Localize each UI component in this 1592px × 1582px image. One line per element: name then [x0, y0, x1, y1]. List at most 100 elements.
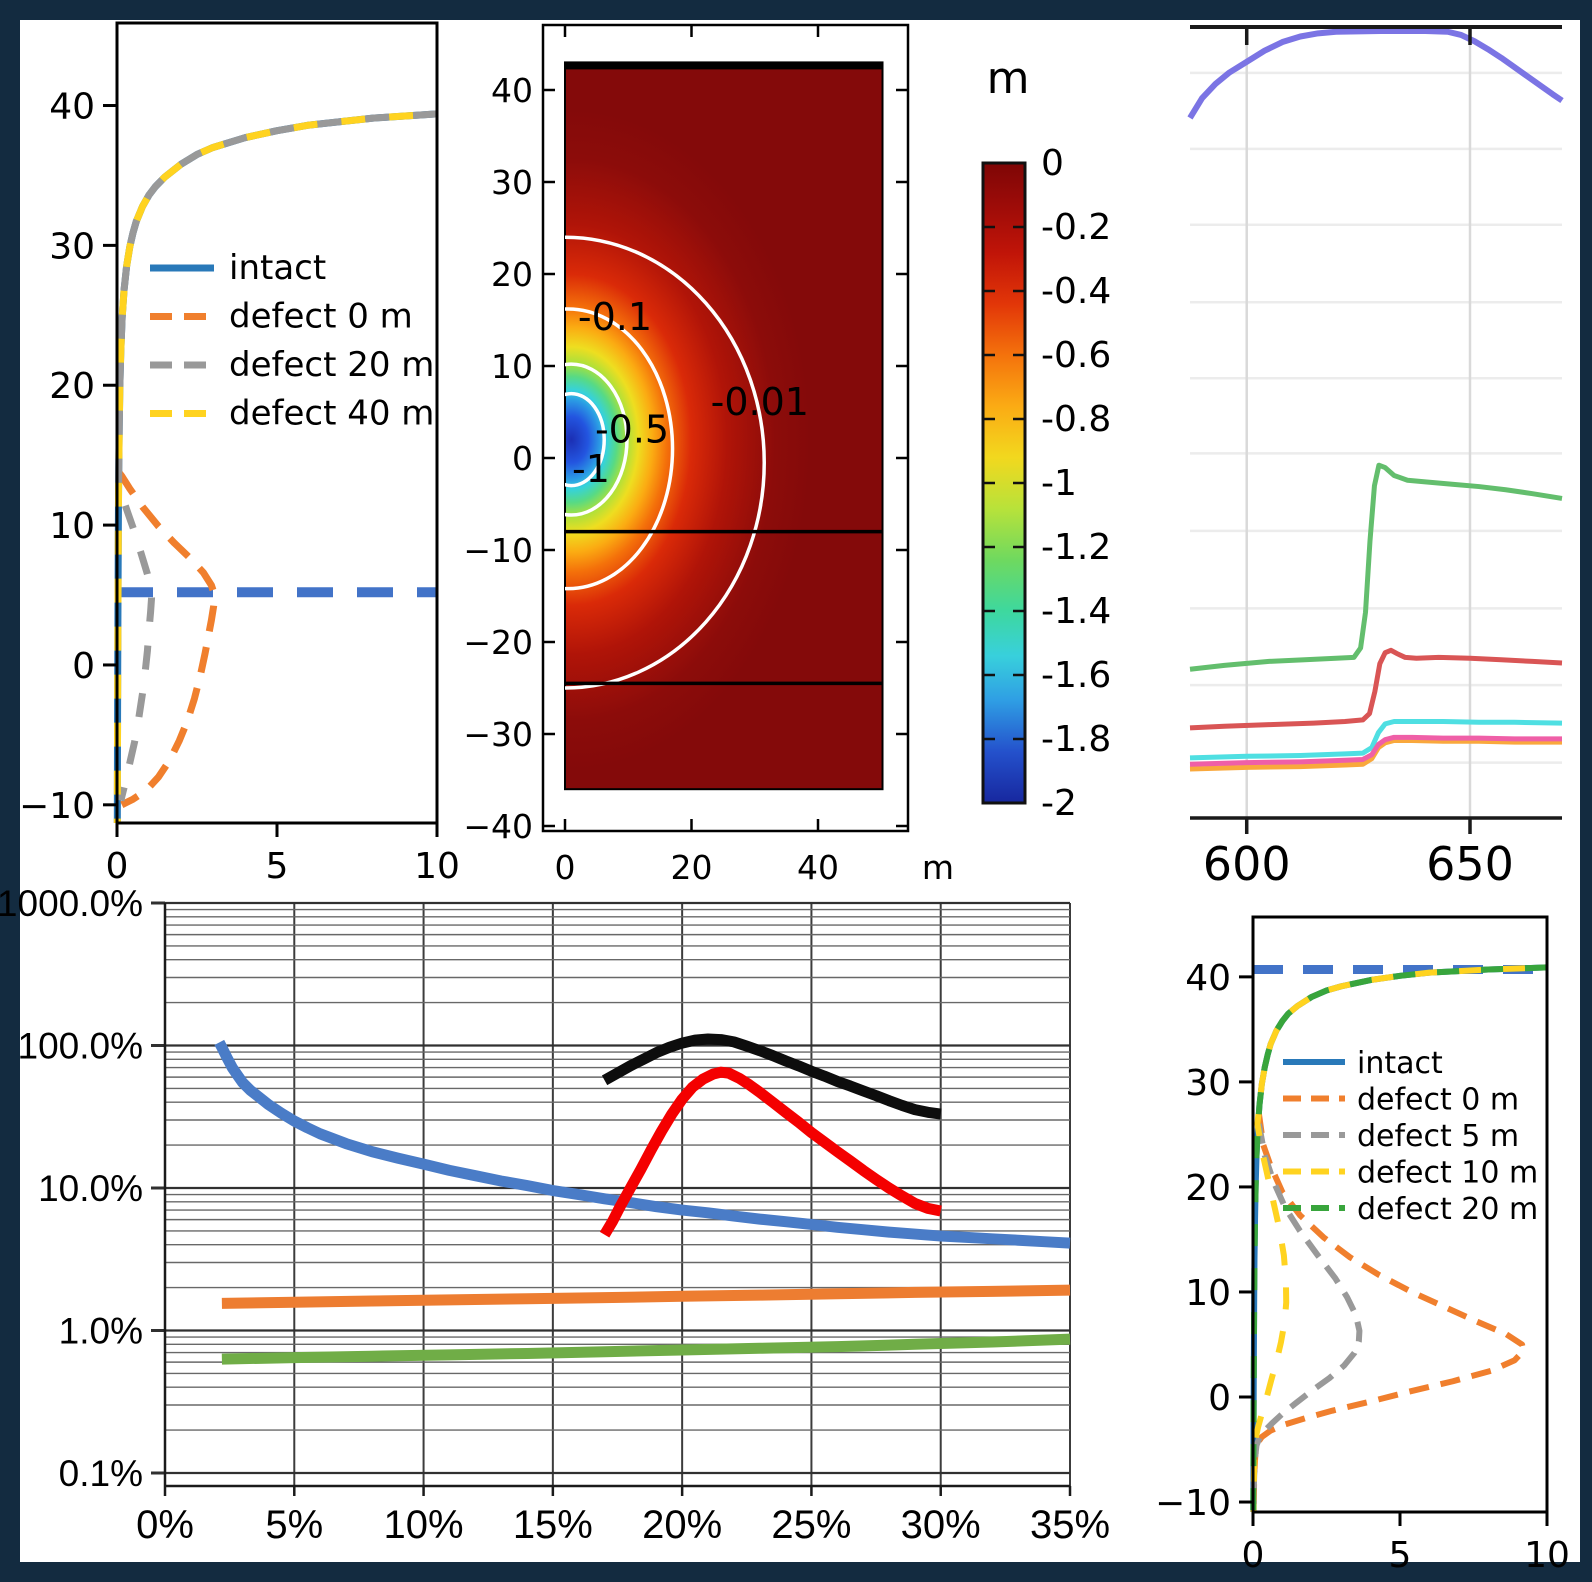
y-tick-label: 20: [491, 255, 533, 294]
legend-label: defect 10 m: [1357, 1156, 1538, 1191]
y-tick-label: 30: [49, 226, 95, 267]
colorbar-tick-label: -2: [1041, 783, 1077, 824]
series-defect-0-m: [115, 469, 219, 808]
x-axis-unit: m: [922, 848, 954, 887]
series-defect-40-m: [113, 110, 438, 823]
x-tick-label: 15%: [513, 1503, 593, 1547]
y-tick-label: 1.0%: [59, 1311, 143, 1352]
x-tick-label: 25%: [771, 1503, 851, 1547]
axes-box: [541, 23, 910, 833]
series-pink-line: [1189, 734, 1562, 767]
series-green-curve: [221, 1333, 1071, 1365]
x-tick-label: 0: [106, 846, 129, 887]
x-tick-label: 20%: [642, 1503, 722, 1547]
displacement-field: [564, 61, 884, 791]
contour-ring--1: [565, 391, 606, 488]
y-tick-label: 20: [1185, 1168, 1231, 1209]
x-tick-label: 5: [266, 846, 289, 887]
y-tick-label: 10: [1185, 1273, 1231, 1314]
y-tick-label: 10.0%: [38, 1168, 143, 1209]
colorbar-tick-label: -0.4: [1041, 271, 1111, 312]
series-red-curve: [599, 1066, 942, 1238]
series-defect-10-m: [1250, 964, 1548, 1512]
error-percentage-log-chart: 1000.0% 100.0% 10.0% 1.0% 0.1% 0% 5% 10% 15% 20% 2…: [0, 883, 1110, 1547]
colorbar-tick-label: -0.8: [1041, 399, 1111, 440]
panel-displacement-profile-bottom: −10 0 10 20 30 40 0 5 10 intact defect 0 m defect 5…: [1140, 880, 1592, 1582]
legend-label: defect 40 m: [229, 394, 434, 434]
time-history-chart: 600 650: [1187, 25, 1564, 891]
x-tick-label: 10: [1524, 1535, 1570, 1576]
y-tick-label: 100.0%: [18, 1026, 144, 1067]
colorbar-title: m: [987, 53, 1030, 104]
contour-label: -0.01: [711, 380, 809, 424]
contour-ring--0.5: [565, 362, 629, 517]
x-tick-label: 20: [671, 848, 713, 887]
x-tick-label: 30%: [901, 1503, 981, 1547]
colorbar-tick-label: -1.2: [1041, 527, 1111, 568]
colorbar-tick-label: -0.6: [1041, 335, 1111, 376]
panel-displacement-profile-top: −10 0 10 20 30 40 0 5 10 intact defect 0 m defect 2…: [19, 20, 480, 890]
contour-ring--0.01: [565, 235, 766, 690]
colorbar-tick-label: -1: [1041, 463, 1077, 504]
y-tick-label: 1000.0%: [0, 883, 143, 924]
x-tick-label: 600: [1203, 837, 1291, 891]
y-tick-label: −30: [463, 715, 533, 754]
colorbar-tick-label: 0: [1041, 143, 1064, 184]
contour-label: -0.5: [595, 407, 669, 451]
contour-label: -1: [572, 447, 610, 491]
x-tick-label: 0: [555, 848, 576, 887]
contour-ring--0.1: [565, 307, 675, 591]
y-tick-label: 0.1%: [59, 1453, 143, 1494]
colorbar-tick-label: -0.2: [1041, 207, 1111, 248]
legend-label: defect 0 m: [1357, 1083, 1519, 1118]
y-tick-label: 40: [49, 87, 95, 128]
domain-top-strip: [565, 62, 883, 70]
y-tick-label: 40: [491, 71, 533, 110]
y-tick-label: 10: [49, 506, 95, 547]
x-tick-label: 35%: [1030, 1503, 1110, 1547]
series-orange-curve: [221, 1284, 1071, 1309]
y-tick-label: 30: [1185, 1063, 1231, 1104]
series-cyan-line: [1189, 718, 1563, 761]
x-tick-label: 650: [1426, 837, 1514, 891]
displacement-profile-top-chart: −10 0 10 20 30 40 0 5 10 intact defect 0 m defect 2…: [19, 21, 460, 887]
series-green-line: [1189, 462, 1563, 672]
legend-label: intact: [1357, 1046, 1443, 1081]
panel-time-history: 600 650: [1140, 20, 1592, 900]
y-tick-label: 0: [1208, 1378, 1231, 1419]
legend-label: defect 20 m: [229, 345, 434, 385]
contour-overlay: -0.1 -0.5-1 -0.01: [565, 62, 883, 690]
y-tick-label: −40: [463, 807, 533, 846]
series-intact: [113, 110, 438, 823]
y-tick-label: 0: [512, 439, 533, 478]
legend-label: defect 5 m: [1357, 1119, 1519, 1154]
legend-label: defect 20 m: [1357, 1192, 1538, 1227]
plot-area: [113, 110, 438, 823]
y-tick-label: −10: [463, 531, 533, 570]
y-tick-label: −10: [19, 786, 95, 827]
y-tick-label: 40: [1185, 958, 1231, 999]
x-tick-label: 10%: [384, 1503, 464, 1547]
x-tick-label: 10: [414, 846, 460, 887]
y-tick-label: 10: [491, 347, 533, 386]
x-tick-label: 0: [1242, 1535, 1265, 1576]
colorbar-tick-label: -1.4: [1041, 591, 1111, 632]
series-defect-5-m: [1250, 1123, 1363, 1512]
contour-label: -0.1: [578, 295, 652, 339]
series-orange-line: [1189, 737, 1562, 772]
panel-ground-displacement-contour: -0.1 -0.5 -1 -0.01 −40 −30 −20 −10 0 10 20 30 40 0 20 4…: [463, 20, 1140, 910]
y-tick-label: 20: [49, 366, 95, 407]
panel-error-percentage: 1000.0% 100.0% 10.0% 1.0% 0.1% 0% 5% 10% 15% 20% 2…: [0, 878, 1132, 1582]
y-tick-label: −20: [463, 623, 533, 662]
series-red-line: [1189, 647, 1563, 731]
x-tick-label: 5%: [265, 1503, 323, 1547]
legend-label: intact: [229, 248, 326, 288]
series-blue-curve: [214, 1039, 1071, 1249]
y-tick-label: 0: [72, 646, 95, 687]
colorbar-tick-label: -1.6: [1041, 655, 1111, 696]
x-tick-label: 0%: [136, 1503, 194, 1547]
x-tick-label: 40: [797, 848, 839, 887]
